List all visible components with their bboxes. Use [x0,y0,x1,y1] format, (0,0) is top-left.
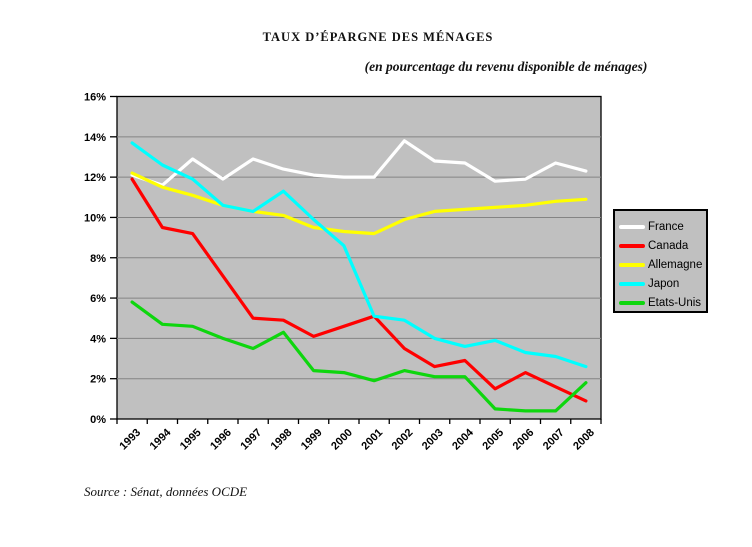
y-axis-label: 8% [90,253,106,265]
legend-label-allemagne: Allemagne [648,258,703,271]
x-axis-label: 2000 [329,427,355,453]
legend-swatch-japon [619,281,645,286]
x-axis-label: 1997 [238,427,264,453]
legend-item-canada: Canada [619,236,706,255]
y-axis-label: 16% [84,92,106,104]
x-axis-label: 2007 [541,427,567,453]
y-axis-label: 4% [90,333,106,345]
legend-label-france: France [648,220,684,233]
legend: France Canada Allemagne Japon Etats-Unis [613,209,708,313]
x-axis-label: 1993 [117,427,143,453]
x-axis-label: 2003 [420,427,446,453]
legend-item-france: France [619,217,706,236]
x-axis-label: 1994 [148,426,174,452]
y-axis-label: 2% [90,374,106,386]
chart-subtitle: (en pourcentage du revenu disponible de … [364,59,648,74]
series-line-canada [130,177,588,403]
legend-label-canada: Canada [648,239,689,252]
x-axis-label: 1998 [269,427,295,453]
legend-label-japon: Japon [648,277,680,290]
y-axis-label: 12% [84,172,106,184]
y-axis-label: 6% [90,293,106,305]
x-axis-label: 2008 [571,427,597,453]
y-axis-label: 0% [90,414,106,426]
x-axis-label: 1999 [299,427,325,453]
y-axis-label: 10% [84,212,106,224]
chart-title: TAUX D’ÉPARGNE DES MÉNAGES [262,30,494,44]
series-line-japon [130,141,588,369]
legend-swatch-allemagne [619,262,645,267]
x-axis-label: 2002 [390,427,416,453]
x-axis-label: 1996 [208,427,234,453]
x-axis-label: 1995 [178,427,204,453]
legend-swatch-etats-unis [619,300,645,305]
legend-swatch-canada [619,243,645,248]
x-axis-label: 2005 [480,427,506,453]
x-axis-label: 2006 [511,427,537,453]
source-note: Source : Sénat, données OCDE [84,484,248,499]
legend-item-allemagne: Allemagne [619,255,706,274]
series-line-allemagne [130,171,588,236]
legend-label-etats-unis: Etats-Unis [648,296,702,309]
legend-item-japon: Japon [619,274,706,293]
legend-item-etats-unis: Etats-Unis [619,293,706,312]
series-line-france [130,139,588,187]
series-line-etats-unis [130,300,588,413]
x-axis-label: 2004 [450,426,476,452]
legend-swatch-france [619,224,645,229]
y-axis-label: 14% [84,132,106,144]
x-axis-label: 2001 [359,427,385,453]
